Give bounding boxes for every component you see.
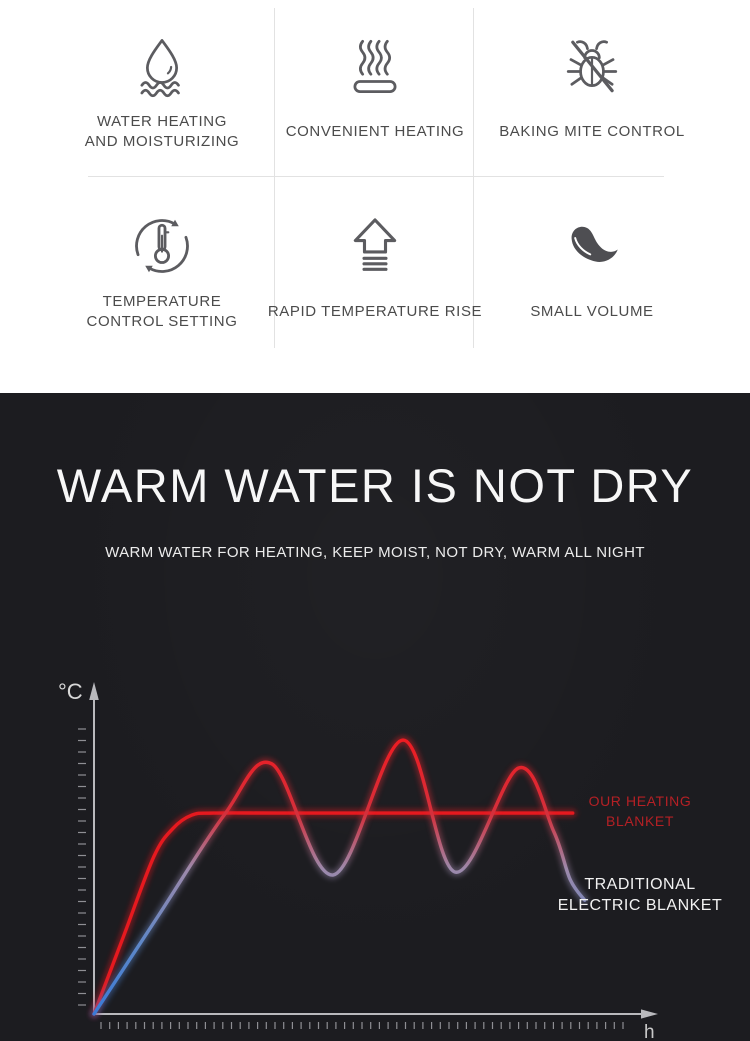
feature-item-rapid-rise: RAPID TEMPERATURE RISE <box>265 210 485 334</box>
feature-label-line: TEMPERATURE <box>102 293 222 310</box>
feature-label-line: RAPID TEMPERATURE RISE <box>267 303 483 320</box>
water-drop-icon <box>52 30 272 102</box>
divider-vertical-2 <box>473 8 474 348</box>
feature-item-temperature-control: TEMPERATURE CONTROL SETTING <box>52 210 272 334</box>
feature-item-small-volume: SMALL VOLUME <box>482 210 702 334</box>
hero-title: WARM WATER IS NOT DRY <box>56 459 694 513</box>
series-label-our-heating-blanket: OUR HEATING BLANKET <box>530 792 750 831</box>
feature-label: WATER HEATING AND MOISTURIZING <box>52 110 272 154</box>
divider-horizontal <box>88 176 664 177</box>
hero-section: WARM WATER IS NOT DRY WARM WATER FOR HEA… <box>0 393 750 1041</box>
x-axis-label: h <box>644 1022 655 1041</box>
axis-ticks <box>78 728 624 1029</box>
feature-label: SMALL VOLUME <box>482 290 702 334</box>
feature-label-line: CONVENIENT HEATING <box>285 123 465 140</box>
y-axis-arrow <box>89 682 99 700</box>
feature-label: TEMPERATURE CONTROL SETTING <box>52 290 272 334</box>
feature-label-line: BAKING MITE CONTROL <box>499 123 685 140</box>
feature-label-line: SMALL VOLUME <box>530 303 654 320</box>
feature-item-mite-control: BAKING MITE CONTROL <box>482 30 702 154</box>
y-axis-label: °C <box>58 679 83 704</box>
hero-subtitle: WARM WATER FOR HEATING, KEEP MOIST, NOT … <box>105 544 645 561</box>
feature-label: RAPID TEMPERATURE RISE <box>265 290 485 334</box>
feature-label-line: CONTROL SETTING <box>86 313 238 330</box>
feature-item-convenient-heating: CONVENIENT HEATING <box>265 30 485 154</box>
series-label-line: ELECTRIC BLANKET <box>557 896 723 914</box>
divider-vertical-1 <box>274 8 275 348</box>
arrow-up-rise-icon <box>265 210 485 282</box>
series-label-line: OUR HEATING <box>588 793 692 809</box>
feature-label-line: WATER HEATING <box>96 113 228 130</box>
heating-steam-icon <box>265 30 485 102</box>
series-label-traditional-electric-blanket: TRADITIONAL ELECTRIC BLANKET <box>530 875 750 916</box>
temperature-cycle-icon <box>52 210 272 282</box>
no-mite-icon <box>482 30 702 102</box>
x-axis-arrow <box>641 1009 658 1019</box>
features-grid: WATER HEATING AND MOISTURIZING CONVENIEN… <box>0 0 750 393</box>
series-label-line: BLANKET <box>606 812 674 829</box>
feature-label-line: AND MOISTURIZING <box>84 133 240 150</box>
temperature-comparison-chart: °C h <box>58 679 658 1041</box>
feature-label: CONVENIENT HEATING <box>265 110 485 154</box>
series-lines <box>90 736 589 1018</box>
series-label-line: TRADITIONAL <box>584 876 696 893</box>
feature-item-water-heating: WATER HEATING AND MOISTURIZING <box>52 30 272 154</box>
feature-label: BAKING MITE CONTROL <box>482 110 702 154</box>
chili-small-volume-icon <box>482 210 702 282</box>
